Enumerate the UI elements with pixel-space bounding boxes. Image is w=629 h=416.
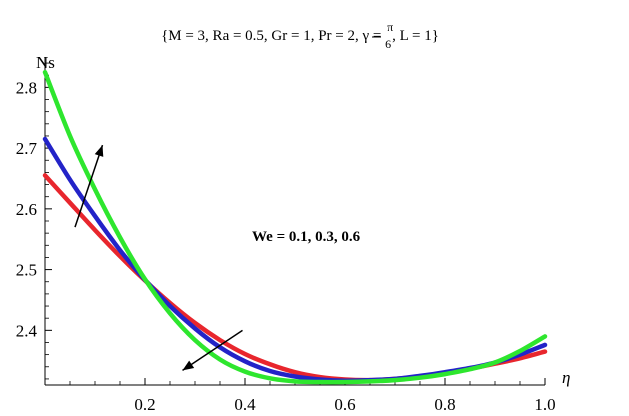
arrow-shaft-2 <box>182 329 243 372</box>
axes: 0.2 0.4 0.6 0.8 1.0 2.4 2.5 2.6 2.7 2.8 <box>16 57 556 414</box>
series-line-1 <box>42 173 548 383</box>
y-tick-label: 2.5 <box>16 261 37 280</box>
params-right: , L = 1} <box>392 28 439 44</box>
x-tick-label: 1.0 <box>534 395 555 414</box>
x-axis-label: η <box>562 368 570 387</box>
y-tick-label: 2.8 <box>16 78 37 97</box>
x-tick-label: 0.2 <box>134 395 155 414</box>
chart-parameters: {M = 3, Ra = 0.5, Gr = 1, Pr = 2, γ = π 6… <box>161 20 439 51</box>
we-annotation: We = 0.1, 0.3, 0.6 <box>252 229 361 245</box>
y-tick-label: 2.7 <box>16 139 38 158</box>
params-pi: π <box>387 20 393 34</box>
series-line-3 <box>42 69 548 385</box>
arrow-head-2 <box>182 360 195 371</box>
arrows-group <box>74 144 243 372</box>
arrow-head-1 <box>94 145 104 157</box>
y-tick-label: 2.4 <box>16 321 38 340</box>
params-left: {M = 3, Ra = 0.5, Gr = 1, Pr = 2, γ = <box>161 28 385 44</box>
series-line-2 <box>42 136 548 383</box>
params-six: 6 <box>385 37 391 51</box>
arrow-shaft-1 <box>74 144 104 228</box>
series-group <box>42 69 548 385</box>
x-tick-label: 0.8 <box>434 395 455 414</box>
y-tick-label: 2.6 <box>16 200 37 219</box>
x-tick-label: 0.6 <box>334 395 355 414</box>
x-tick-label: 0.4 <box>234 395 256 414</box>
